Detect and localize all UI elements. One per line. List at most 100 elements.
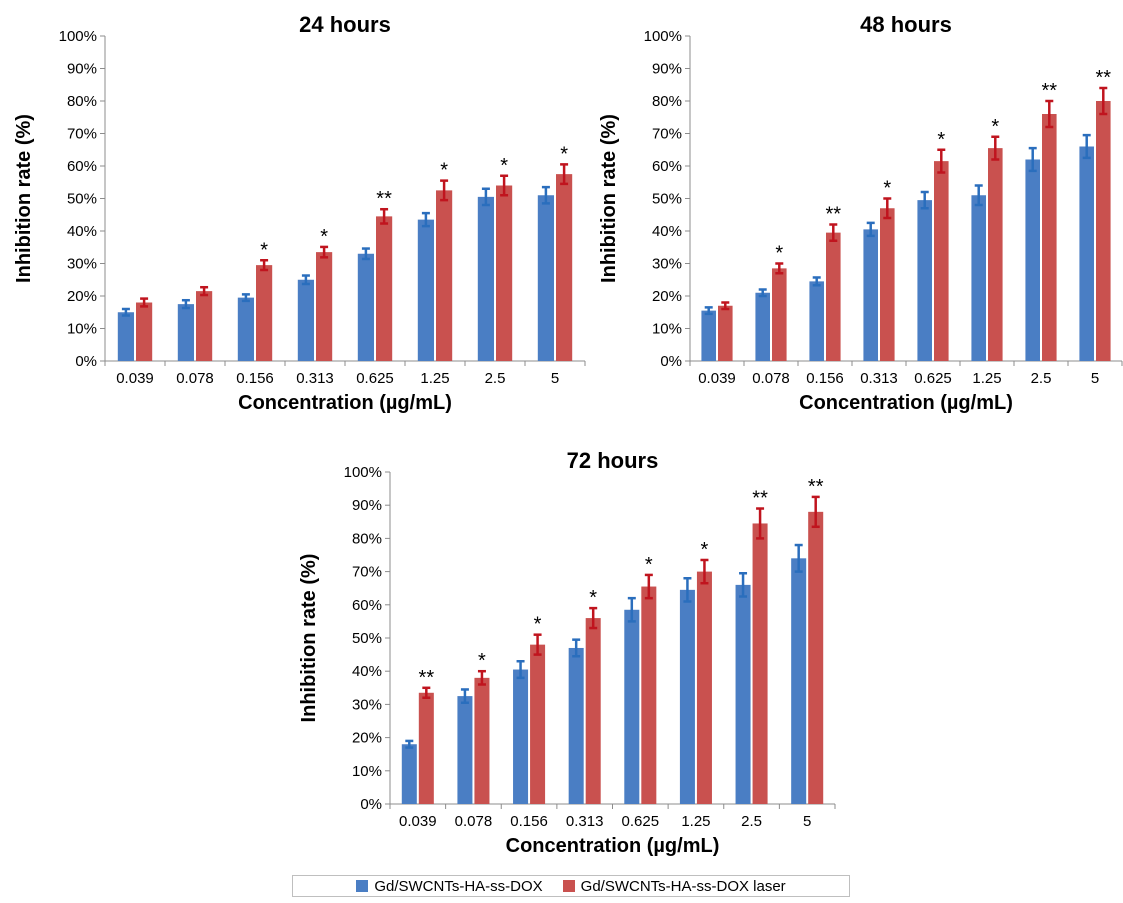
bar-series2 bbox=[1042, 114, 1057, 361]
bar-series2 bbox=[556, 174, 573, 361]
x-tick-label: 0.625 bbox=[356, 370, 394, 387]
x-tick-label: 2.5 bbox=[741, 813, 762, 830]
chart-title: 24 hours bbox=[299, 12, 391, 37]
bar-series1 bbox=[679, 589, 695, 804]
legend-item-series1: Gd/SWCNTs-HA-ss-DOX bbox=[356, 878, 543, 895]
x-tick-label: 0.156 bbox=[236, 370, 274, 387]
y-tick-label: 20% bbox=[652, 288, 682, 305]
bar-series2 bbox=[641, 586, 657, 804]
bar-series1 bbox=[537, 195, 554, 361]
bar-series2 bbox=[696, 571, 712, 804]
y-axis-title: Inhibition rate (%) bbox=[298, 554, 320, 723]
y-tick-label: 20% bbox=[352, 730, 382, 747]
y-tick-label: 20% bbox=[67, 288, 97, 305]
significance-label: * bbox=[320, 226, 328, 248]
significance-label: * bbox=[478, 650, 486, 672]
y-tick-label: 60% bbox=[67, 158, 97, 175]
x-tick-label: 0.156 bbox=[806, 370, 844, 387]
bar-series2 bbox=[772, 268, 787, 361]
bar-series1 bbox=[568, 647, 584, 804]
bar-series2 bbox=[436, 190, 453, 361]
bar-series2 bbox=[496, 185, 513, 361]
x-tick-label: 0.039 bbox=[116, 370, 154, 387]
x-tick-label: 5 bbox=[1091, 370, 1099, 387]
x-axis-title: Concentration (µg/mL) bbox=[506, 835, 720, 857]
bar-series2 bbox=[988, 148, 1003, 361]
y-tick-label: 70% bbox=[652, 126, 682, 143]
bar-series1 bbox=[863, 229, 878, 361]
x-axis-title: Concentration (µg/mL) bbox=[799, 392, 1013, 414]
x-tick-label: 0.313 bbox=[566, 813, 604, 830]
bar-series1 bbox=[417, 219, 434, 361]
bar-series2 bbox=[826, 232, 841, 361]
y-tick-label: 90% bbox=[67, 61, 97, 78]
y-tick-label: 10% bbox=[67, 321, 97, 338]
y-tick-label: 30% bbox=[67, 256, 97, 273]
bar-series2 bbox=[530, 644, 546, 804]
x-tick-label: 0.078 bbox=[455, 813, 493, 830]
significance-label: ** bbox=[419, 667, 435, 689]
bar-series2 bbox=[752, 523, 768, 804]
bar-series1 bbox=[457, 696, 473, 804]
y-tick-label: 80% bbox=[67, 93, 97, 110]
bar-series2 bbox=[256, 265, 273, 361]
bar-series1 bbox=[917, 200, 932, 361]
y-tick-label: 100% bbox=[59, 28, 97, 45]
x-tick-label: 2.5 bbox=[1031, 370, 1052, 387]
y-tick-label: 80% bbox=[352, 530, 382, 547]
x-tick-label: 0.039 bbox=[399, 813, 437, 830]
x-tick-label: 0.625 bbox=[914, 370, 952, 387]
significance-label: * bbox=[991, 116, 999, 138]
bar-series1 bbox=[755, 292, 770, 361]
bar-series1 bbox=[809, 281, 824, 361]
bar-series2 bbox=[196, 291, 213, 361]
chart-title: 48 hours bbox=[860, 12, 952, 37]
y-tick-label: 90% bbox=[652, 61, 682, 78]
bar-series2 bbox=[718, 305, 733, 361]
bar-series2 bbox=[1096, 101, 1111, 361]
y-tick-label: 40% bbox=[352, 663, 382, 680]
significance-label: ** bbox=[826, 204, 842, 226]
significance-label: ** bbox=[808, 476, 824, 498]
y-tick-label: 10% bbox=[352, 763, 382, 780]
bar-series1 bbox=[971, 195, 986, 361]
x-tick-label: 1.25 bbox=[972, 370, 1001, 387]
bar-series2 bbox=[880, 208, 895, 361]
y-tick-label: 0% bbox=[75, 353, 97, 370]
significance-label: * bbox=[701, 539, 709, 561]
chart-title: 72 hours bbox=[567, 448, 659, 473]
bar-series1 bbox=[513, 669, 529, 804]
y-tick-label: 0% bbox=[660, 353, 682, 370]
x-tick-label: 0.625 bbox=[622, 813, 660, 830]
bar-series1 bbox=[1025, 159, 1040, 361]
y-tick-label: 70% bbox=[67, 126, 97, 143]
significance-label: ** bbox=[1096, 67, 1112, 89]
significance-label: * bbox=[500, 155, 508, 177]
significance-label: ** bbox=[752, 488, 768, 510]
significance-label: * bbox=[883, 178, 891, 200]
chart-1: 24 hours 0% 10% 20% 30% 40% 50% 60% 70% 80% 90% 100… bbox=[13, 12, 586, 414]
significance-label: * bbox=[645, 554, 653, 576]
legend-item-series2: Gd/SWCNTs-HA-ss-DOX laser bbox=[562, 878, 786, 895]
y-tick-label: 60% bbox=[652, 158, 682, 175]
bar-series1 bbox=[1079, 146, 1094, 361]
y-tick-label: 10% bbox=[652, 321, 682, 338]
x-tick-label: 1.25 bbox=[420, 370, 449, 387]
y-tick-label: 40% bbox=[67, 223, 97, 240]
bar-series2 bbox=[585, 618, 601, 804]
significance-label: * bbox=[560, 143, 568, 165]
y-tick-label: 50% bbox=[652, 191, 682, 208]
bar-series1 bbox=[237, 297, 254, 361]
x-tick-label: 0.039 bbox=[698, 370, 736, 387]
legend-swatch-series2 bbox=[562, 880, 575, 892]
x-tick-label: 0.156 bbox=[510, 813, 548, 830]
significance-label: ** bbox=[376, 188, 392, 210]
bar-series1 bbox=[701, 310, 716, 361]
bar-series2 bbox=[934, 161, 949, 361]
y-tick-label: 50% bbox=[67, 191, 97, 208]
y-tick-label: 50% bbox=[352, 630, 382, 647]
bar-series2 bbox=[376, 216, 393, 361]
bar-series2 bbox=[418, 692, 434, 804]
y-tick-label: 30% bbox=[352, 696, 382, 713]
